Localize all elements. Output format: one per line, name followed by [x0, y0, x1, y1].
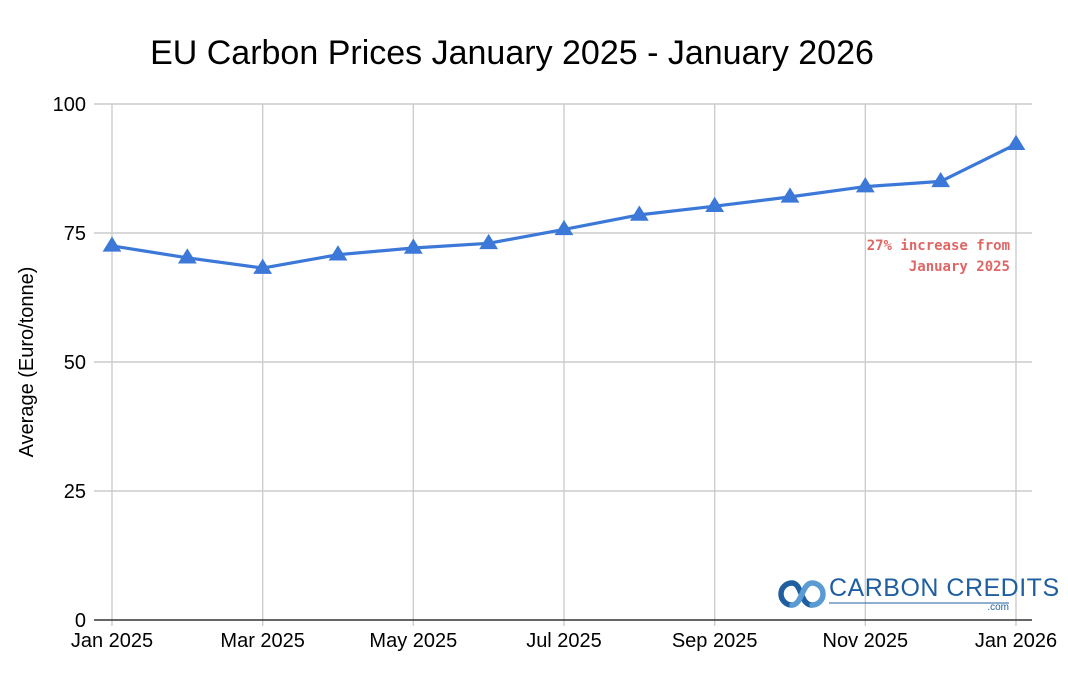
data-point-marker	[1006, 134, 1026, 151]
data-point-marker	[705, 196, 725, 212]
data-point-marker	[780, 187, 800, 203]
x-tick-labels: Jan 2025 Mar 2025 May 2025 Jul 2025 Sep 2025…	[71, 630, 1057, 652]
x-tick-label: Jul 2025	[526, 630, 602, 652]
data-point-marker	[403, 238, 423, 254]
data-point-marker	[554, 219, 574, 236]
data-point-marker	[177, 248, 197, 264]
x-tick-label: Nov 2025	[823, 630, 909, 652]
data-point-marker	[629, 205, 649, 221]
data-point-marker	[479, 233, 499, 250]
logo-ring-right	[789, 580, 826, 608]
annotation-line-1: 27% increase from	[867, 238, 1010, 254]
x-tick-label: Jan 2026	[975, 630, 1057, 652]
y-tick-label: 0	[75, 610, 86, 632]
y-tick-label: 25	[64, 481, 86, 503]
logo-suffix: .com	[987, 602, 1009, 613]
y-tick-label: 75	[64, 223, 86, 245]
y-tick-label: 100	[53, 94, 86, 116]
annotation-line-2: January 2025	[909, 259, 1010, 275]
carbon-credits-logo: CARBON CREDITS .com	[778, 574, 1060, 613]
y-axis-label: Average (Euro/tonne)	[16, 267, 38, 458]
carbon-credits-logo-icon	[778, 580, 826, 608]
series-group	[102, 134, 1026, 274]
x-tick-label: Sep 2025	[672, 630, 758, 652]
data-point-marker	[253, 258, 273, 274]
data-point-marker	[931, 171, 951, 188]
data-point-marker	[102, 236, 122, 252]
data-point-marker	[855, 177, 875, 193]
annotation: 27% increase from January 2025	[867, 238, 1010, 275]
logo-wordmark: CARBON CREDITS	[829, 574, 1060, 602]
x-tick-label: May 2025	[369, 630, 457, 652]
x-tick-label: Jan 2025	[71, 630, 153, 652]
y-tick-labels: 0 25 50 75 100	[53, 94, 86, 632]
data-point-marker	[328, 245, 348, 261]
y-tick-label: 50	[64, 352, 86, 374]
grid-lines	[94, 103, 1032, 626]
chart-title: EU Carbon Prices January 2025 - January …	[150, 34, 874, 72]
x-tick-label: Mar 2025	[220, 630, 305, 652]
logo-ring-left	[778, 580, 795, 608]
